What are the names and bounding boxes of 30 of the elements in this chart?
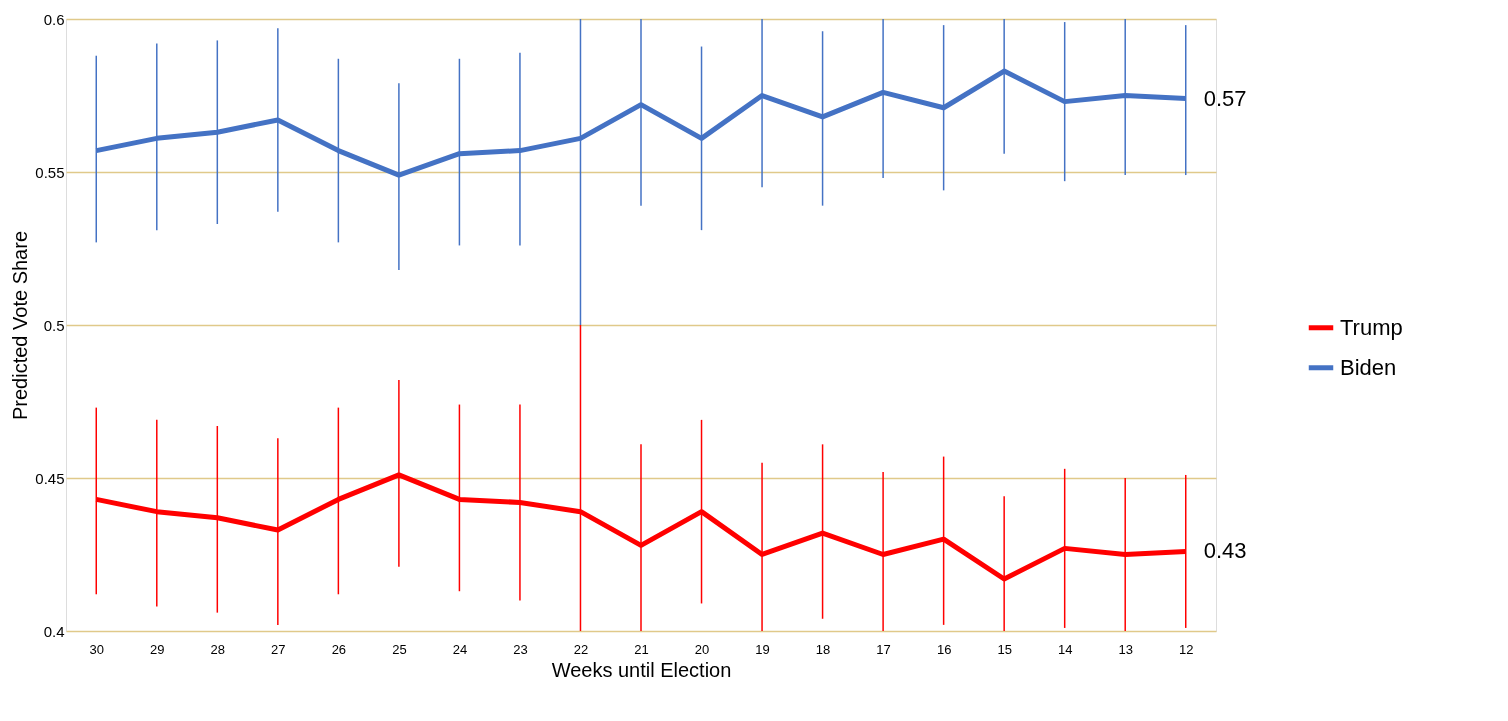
x-axis-title: Weeks until Election [551, 658, 732, 681]
annotation: 0.43 [1203, 538, 1247, 564]
annotation: 0.57 [1203, 85, 1247, 111]
y-tick-label: 0.45 [35, 469, 65, 487]
x-tick-label: 22 [573, 641, 589, 657]
x-tick-label: 28 [210, 641, 226, 657]
x-tick-label: 21 [634, 641, 649, 657]
x-tick-label: 25 [392, 641, 407, 657]
x-tick-label: 13 [1118, 641, 1133, 657]
x-tick-label: 20 [694, 641, 710, 657]
y-tick-label: 0.55 [35, 163, 65, 181]
x-tick-label: 27 [271, 641, 286, 657]
x-tick-label: 15 [997, 641, 1012, 657]
x-tick-label: 23 [513, 641, 528, 657]
y-axis-title: Predicted Vote Share [9, 230, 32, 421]
y-tick-label: 0.4 [43, 622, 65, 640]
x-tick-label: 16 [936, 641, 952, 657]
x-tick-label: 14 [1057, 641, 1073, 657]
legend-label: Trump [1340, 314, 1403, 340]
x-tick-label: 26 [331, 641, 347, 657]
legend-label: Biden [1340, 354, 1397, 380]
x-tick-label: 18 [815, 641, 831, 657]
y-tick-label: 0.6 [43, 10, 65, 28]
x-tick-label: 30 [89, 641, 104, 657]
y-tick-label: 0.5 [43, 316, 65, 334]
x-tick-label: 17 [876, 641, 891, 657]
x-tick-label: 12 [1179, 641, 1194, 657]
x-tick-label: 24 [452, 641, 468, 657]
x-tick-label: 29 [150, 641, 165, 657]
x-tick-label: 19 [755, 641, 770, 657]
